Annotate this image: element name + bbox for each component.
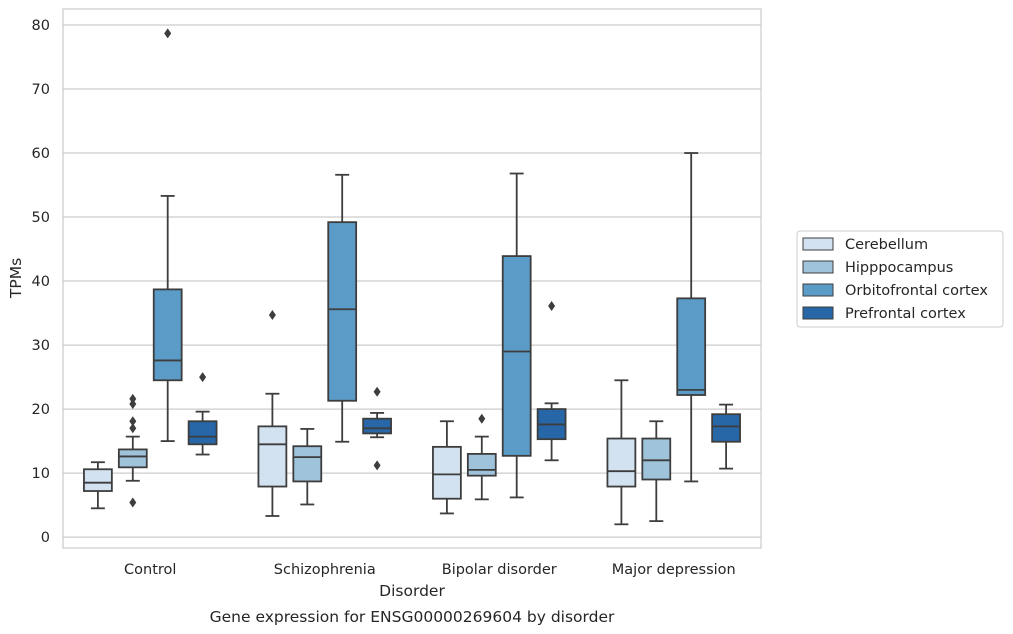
box-body <box>187 420 218 446</box>
box-cerebellum <box>432 420 462 515</box>
x-axis-label: Disorder <box>379 582 445 600</box>
legend-label: Cerebellum <box>845 237 928 253</box>
box-hipppocampus <box>641 420 672 523</box>
legend-swatch <box>802 237 834 251</box>
box-hipppocampus <box>466 413 497 501</box>
y-tick-label: 0 <box>41 530 50 546</box>
box-body <box>711 413 741 443</box>
outlier-point <box>478 413 486 424</box>
legend-label: Orbitofrontal cortex <box>845 283 988 299</box>
box-body <box>83 468 113 492</box>
box-cerebellum <box>606 379 637 526</box>
legend-swatch <box>802 283 834 297</box>
box-body <box>501 255 532 457</box>
box-body <box>432 445 462 500</box>
box-body <box>606 437 637 488</box>
plot-frame <box>62 8 762 549</box>
legend: Cerebellum Hipppocampus Orbitofrontal cort… <box>796 230 1004 328</box>
outlier-point <box>373 460 381 471</box>
outlier-point <box>129 423 137 434</box>
box-cerebellum <box>83 461 113 510</box>
x-tick-label: Control <box>124 562 176 578</box>
box-body <box>641 437 672 481</box>
box-orbitofrontal-cortex <box>327 173 358 443</box>
box-body <box>676 297 707 396</box>
outlier-point <box>129 393 137 404</box>
outlier-point <box>199 372 207 383</box>
box-body <box>292 445 323 483</box>
y-tick-label: 70 <box>32 82 50 98</box>
legend-label: Prefrontal cortex <box>845 306 966 322</box>
outlier-point <box>129 497 137 508</box>
box-prefrontal-cortex <box>187 372 218 456</box>
x-tick-label: Schizophrenia <box>274 562 376 578</box>
box-orbitofrontal-cortex <box>501 172 532 499</box>
y-axis-label: TPMs <box>7 258 25 299</box>
chart-caption: Gene expression for ENSG00000269604 by d… <box>210 608 615 626</box>
box-prefrontal-cortex <box>536 301 567 462</box>
legend-label: Hipppocampus <box>845 260 953 276</box>
x-tick-label: Bipolar disorder <box>442 562 557 578</box>
box-hipppocampus <box>292 428 323 506</box>
box-prefrontal-cortex <box>711 403 741 470</box>
box-orbitofrontal-cortex <box>676 152 707 483</box>
outlier-point <box>548 301 556 312</box>
box-cerebellum <box>257 309 288 517</box>
x-tick-label: Major depression <box>612 562 736 578</box>
y-tick-label: 20 <box>32 402 50 418</box>
y-tick-label: 40 <box>32 274 50 290</box>
box-body <box>362 417 392 435</box>
box-body <box>257 425 288 488</box>
outlier-point <box>164 28 172 39</box>
outlier-point <box>268 309 276 320</box>
y-tick-label: 60 <box>32 146 50 162</box>
outlier-point <box>373 386 381 397</box>
box-body <box>117 448 148 469</box>
outlier-point <box>129 416 137 427</box>
y-tick-label: 80 <box>32 18 50 34</box>
box-body <box>152 288 183 382</box>
y-tick-label: 10 <box>32 466 50 482</box>
boxes <box>83 28 741 526</box>
y-tick-labels: 0 10 20 30 40 50 60 70 80 <box>32 18 50 546</box>
box-body <box>327 221 358 402</box>
box-prefrontal-cortex <box>362 386 392 471</box>
y-tick-label: 50 <box>32 210 50 226</box>
box-body <box>466 452 497 477</box>
outlier-point <box>129 398 137 409</box>
y-tick-label: 30 <box>32 338 50 354</box>
box-hipppocampus <box>117 393 148 508</box>
legend-frame <box>796 230 1004 328</box>
legend-swatch <box>802 260 834 274</box>
x-tick-labels: Control Schizophrenia Bipolar disorder Majo… <box>124 562 736 578</box>
box-orbitofrontal-cortex <box>152 28 183 442</box>
legend-swatch <box>802 306 834 320</box>
